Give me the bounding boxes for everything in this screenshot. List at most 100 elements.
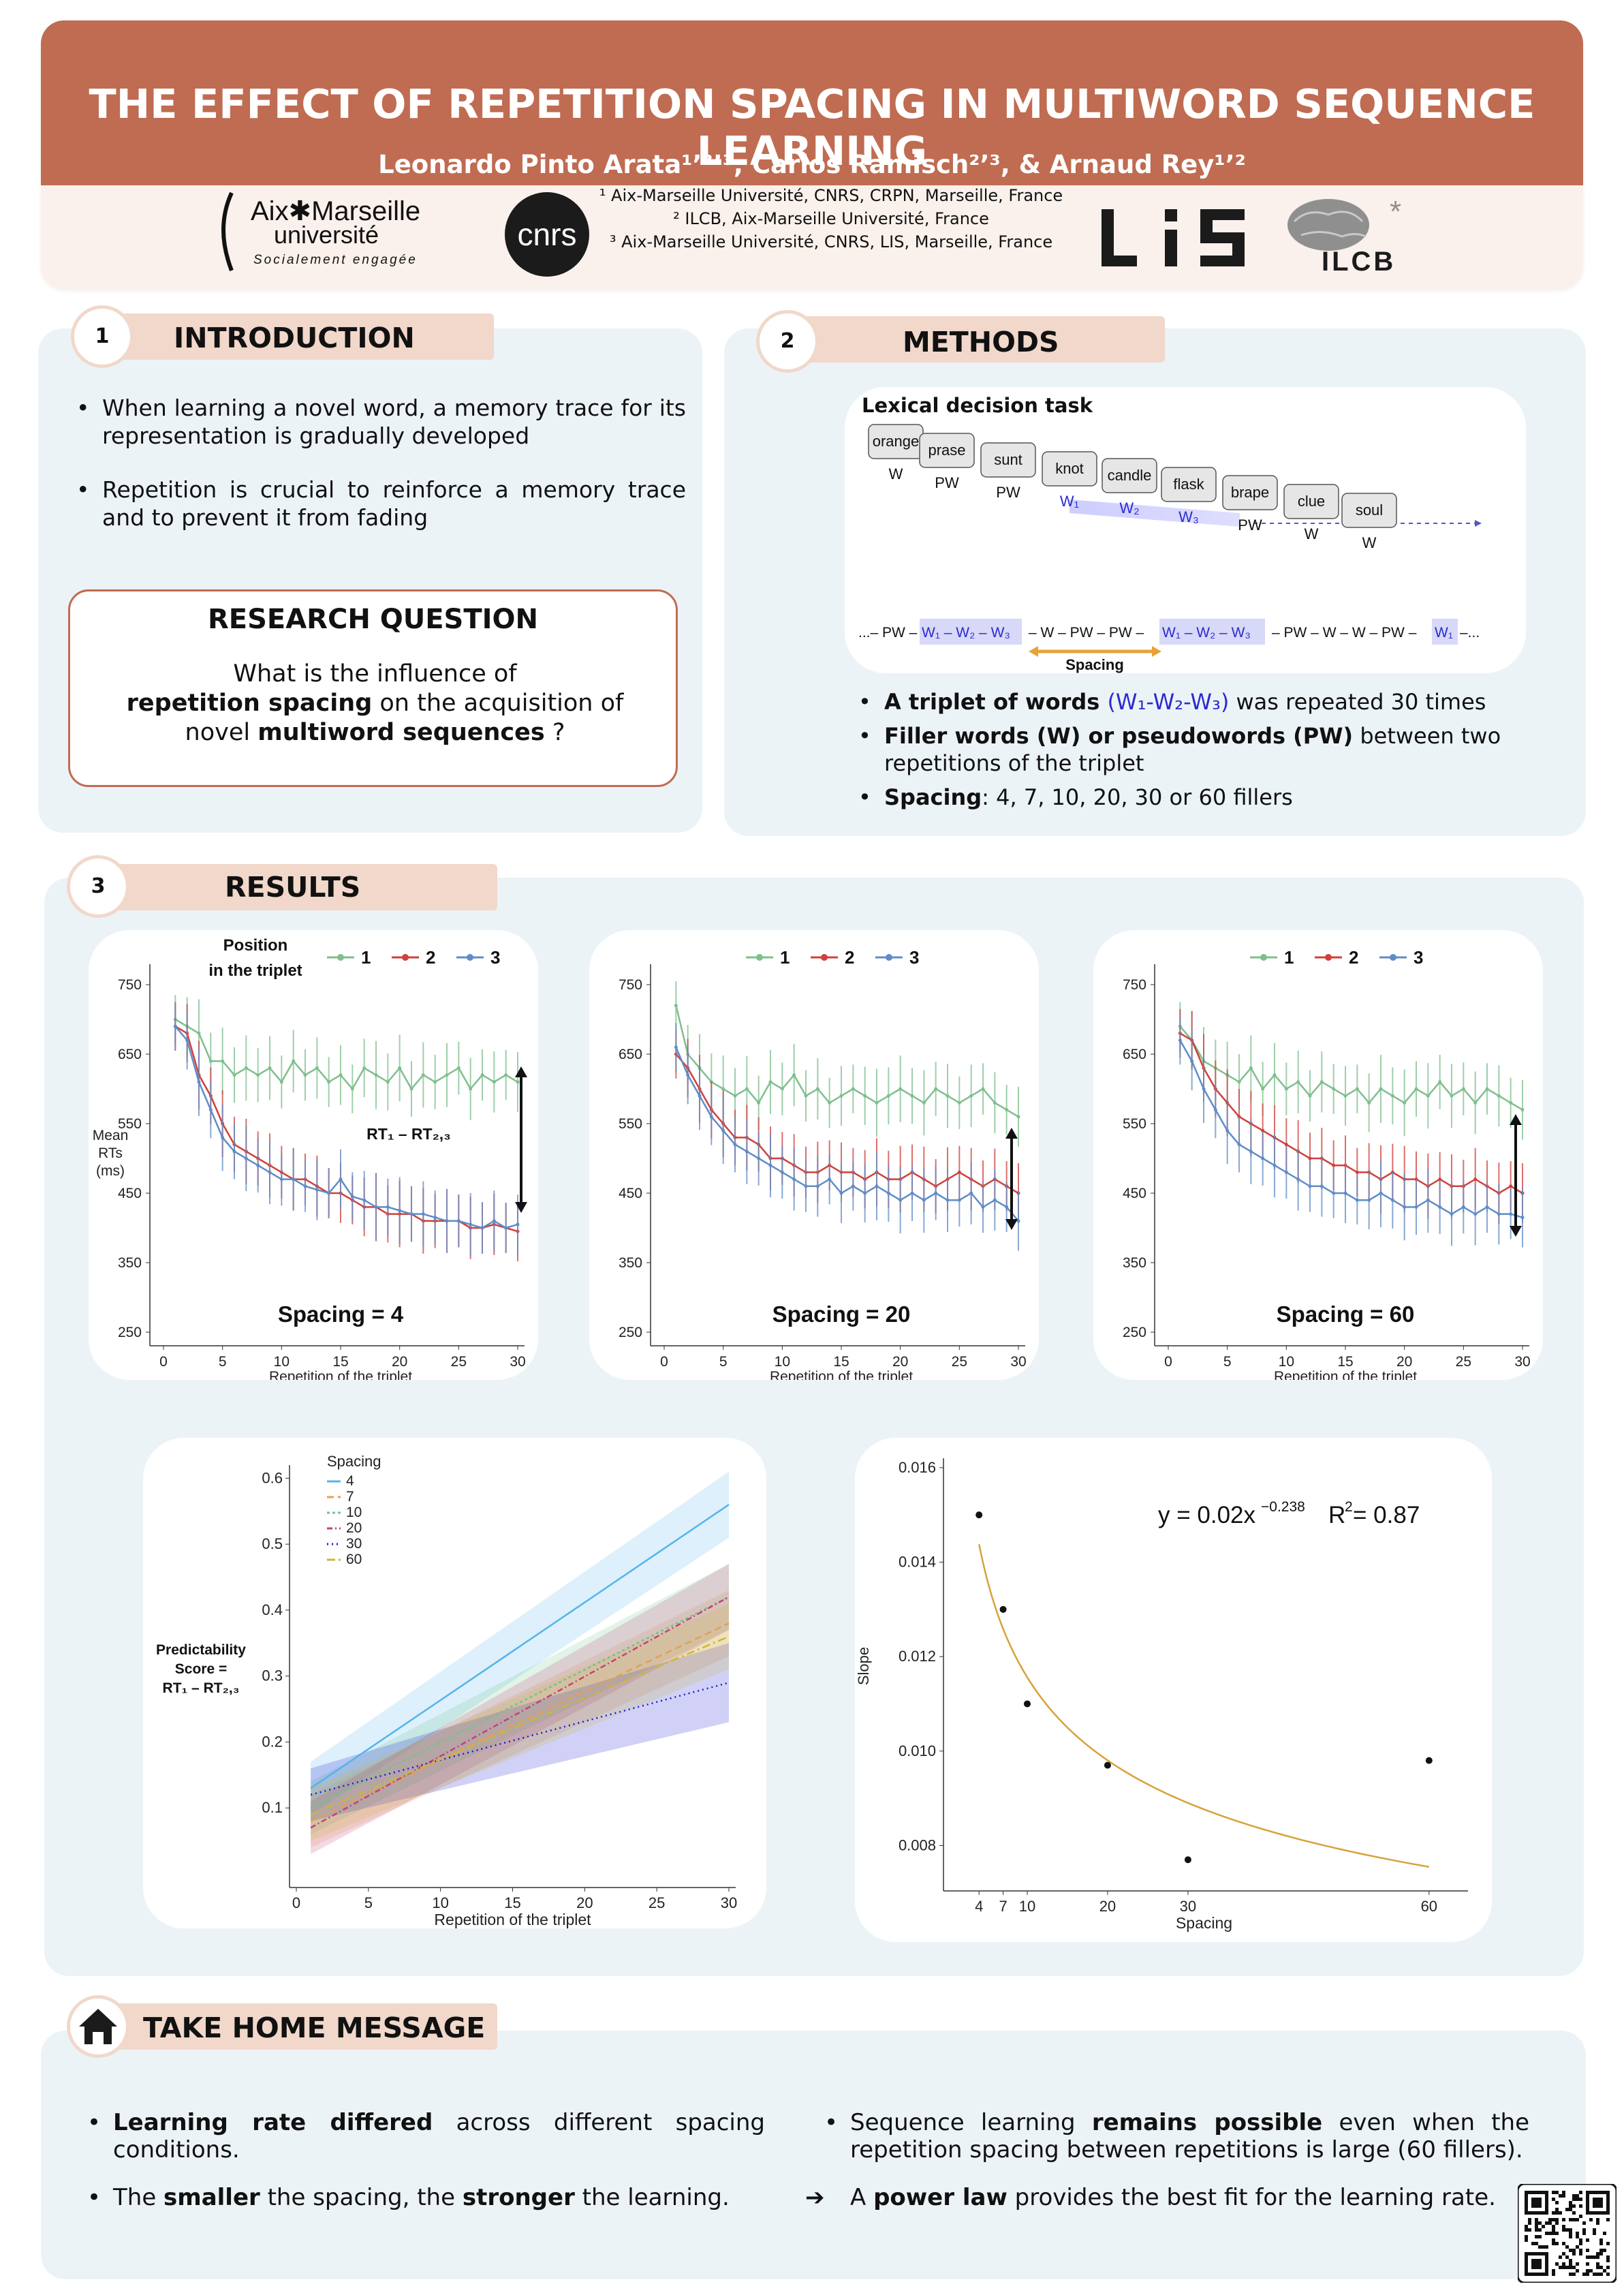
qr-cell	[1552, 2218, 1555, 2221]
qr-cell	[1552, 2242, 1555, 2245]
qr-cell	[1599, 2273, 1603, 2276]
word-box	[919, 433, 975, 468]
qr-cell	[1579, 2252, 1582, 2255]
methods-bullet: • Spacing: 4, 7, 10, 20, 30 or 60 fillers	[858, 784, 1293, 810]
data-point	[1225, 1128, 1230, 1133]
qr-cell	[1589, 2255, 1593, 2259]
legend-marker	[886, 954, 892, 961]
regression-line-30	[310, 1682, 730, 1796]
legend-marker	[337, 954, 344, 961]
methods-bullet-list: • A triplet of words (W₁-W₂-W₃) was repea…	[858, 688, 1553, 811]
data-point	[1367, 1198, 1371, 1202]
qr-cell	[1555, 2242, 1559, 2245]
svg-text:*: *	[1390, 195, 1401, 228]
data-point	[686, 1073, 690, 1077]
x-tick-label: 20	[892, 1354, 908, 1370]
regression-line-10	[310, 1596, 730, 1809]
word-box	[1102, 458, 1157, 493]
qr-cell	[1535, 2221, 1538, 2225]
rq-line-1: What is the influence of	[233, 660, 517, 688]
intro-bullet-text: Repetition is crucial to reinforce a mem…	[102, 476, 686, 531]
qr-cell	[1548, 2218, 1552, 2221]
data-point	[350, 1087, 354, 1091]
y-tick-label: 0.008	[899, 1836, 936, 1853]
series-line-2	[1179, 1032, 1523, 1195]
qr-cell	[1603, 2232, 1606, 2235]
data-point	[1005, 1108, 1009, 1112]
y-tick-label: 750	[118, 977, 142, 993]
qr-cell	[1586, 2255, 1589, 2259]
data-point	[875, 1184, 879, 1188]
data-point	[374, 1073, 378, 1077]
data-point	[1414, 1087, 1418, 1091]
data-point	[173, 1024, 177, 1028]
x-tick-label: 30	[1010, 1354, 1026, 1370]
qr-cell	[1596, 2218, 1599, 2221]
data-point	[922, 1198, 926, 1202]
y-tick-label: 0.6	[262, 1469, 283, 1486]
word-box-label: sunt	[994, 451, 1022, 468]
qr-cell	[1569, 2208, 1572, 2211]
qr-cell	[1593, 2255, 1596, 2259]
rq-mid: on the acquisition of	[372, 690, 624, 717]
qr-cell	[1569, 2259, 1572, 2262]
qr-cell	[1569, 2262, 1572, 2266]
y-axis-label: (ms)	[96, 1163, 125, 1179]
x-tick-label: 15	[833, 1354, 849, 1370]
qr-code-icon[interactable]	[1518, 2184, 1617, 2283]
data-point	[886, 1191, 890, 1195]
data-point	[1332, 1163, 1336, 1167]
data-point	[828, 1100, 832, 1105]
data-point	[1016, 1115, 1020, 1119]
data-point	[1414, 1177, 1418, 1182]
word-box-label: prase	[928, 442, 965, 459]
home-icon	[79, 2009, 117, 2044]
take-home-bullet: ➔ A power law provides the best fit for t…	[805, 2184, 1529, 2211]
y-tick-label: 350	[118, 1255, 142, 1271]
data-point	[934, 1087, 938, 1091]
data-point	[456, 1066, 460, 1070]
data-point	[1450, 1094, 1454, 1098]
sequence-part-7: –...	[1460, 625, 1480, 641]
qr-cell	[1596, 2252, 1599, 2255]
qr-cell	[1562, 2242, 1565, 2245]
qr-cell	[1576, 2232, 1579, 2235]
x-tick-label: 60	[1421, 1898, 1437, 1915]
data-point	[981, 1087, 985, 1091]
data-point	[362, 1198, 366, 1202]
introduction-number: 1	[71, 305, 134, 368]
legend-title: Position	[223, 936, 288, 955]
qr-cell	[1562, 2191, 1565, 2194]
qr-cell	[1545, 2232, 1548, 2235]
affiliations: ¹ Aix-Marseille Université, CNRS, CRPN, …	[565, 184, 1097, 253]
x-tick-label: 7	[999, 1898, 1007, 1915]
data-point	[1426, 1198, 1430, 1202]
methods-bullet-bold: Filler words (W) or pseudowords (PW)	[884, 723, 1354, 749]
data-point	[721, 1087, 725, 1091]
scatter-point	[1425, 1757, 1433, 1764]
data-point	[232, 1150, 236, 1154]
scatter-point	[975, 1511, 983, 1519]
sequence-part-6: W₁	[1435, 625, 1453, 641]
y-tick-label: 750	[1123, 977, 1146, 993]
legend-title: in the triplet	[208, 961, 302, 980]
y-tick-label: 350	[1123, 1255, 1146, 1271]
qr-cell	[1576, 2262, 1579, 2266]
data-point	[839, 1094, 843, 1098]
x-tick-label: 20	[1396, 1354, 1412, 1370]
data-point	[1438, 1080, 1442, 1084]
data-point	[910, 1191, 914, 1195]
sequence-triplet-bg-3	[1432, 619, 1458, 645]
qr-cell	[1586, 2262, 1589, 2266]
x-tick-label: 30	[510, 1354, 525, 1370]
take-home-bullet: • Learning rate differed across different…	[87, 2109, 766, 2163]
data-point	[1237, 1143, 1241, 1147]
data-point	[480, 1226, 484, 1230]
data-point	[804, 1184, 808, 1188]
qr-cell	[1593, 2273, 1596, 2276]
triplet-highlight	[1069, 499, 1240, 527]
amu-logo-line2: université	[274, 221, 379, 249]
intro-bullet-list: • When learning a novel word, a memory tr…	[76, 394, 686, 532]
results-tab	[102, 864, 497, 910]
